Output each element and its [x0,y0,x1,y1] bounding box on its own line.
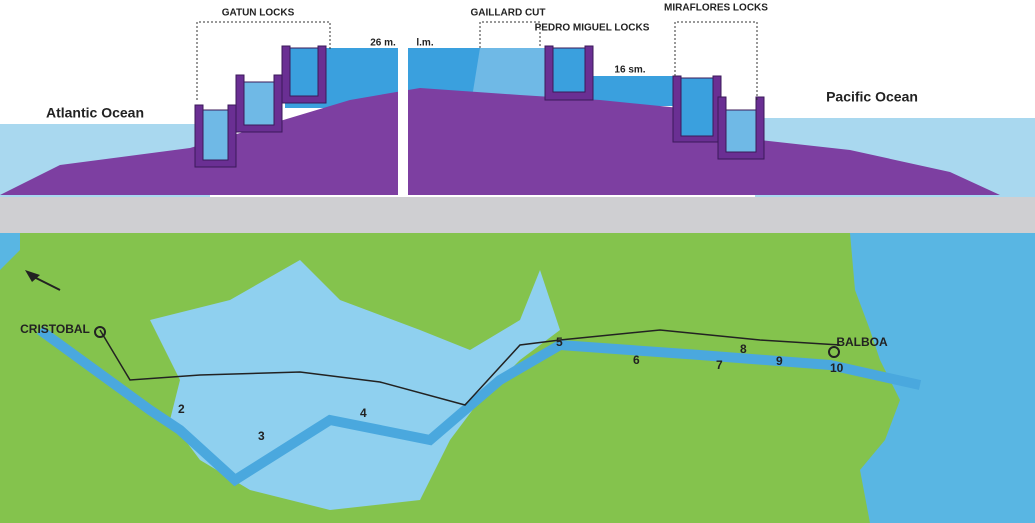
lock-brackets [196,21,758,100]
lock-label: MIRAFLORES LOCKS [664,3,768,14]
north-arrow-head [25,270,40,282]
point-label: 7 [716,358,723,372]
railway [99,329,841,406]
point-label: 4 [360,406,367,420]
canal-route [37,325,922,487]
locks [194,45,765,168]
port-label: CRISTOBAL [20,322,90,336]
point-label: 3 [258,429,265,443]
point-label: 8 [740,342,747,356]
ocean-label: Atlantic Ocean [46,105,144,121]
port-label: BALBOA [836,335,888,349]
point-label: 6 [633,353,640,367]
port-marker [828,346,840,358]
point-label: 9 [776,354,783,368]
gatun-lake-map [150,260,560,510]
point-label: 5 [556,335,563,349]
level-label: l.m. [416,38,433,49]
level-label: 26 m. [370,38,396,49]
point-label: 2 [178,402,185,416]
point-label: 10 [830,361,844,375]
lock-label: GATUN LOCKS [222,8,295,19]
scale-break [398,15,408,197]
lock-label: PEDRO MIGUEL LOCKS [535,23,650,34]
separator [0,197,1035,233]
lock-label: GAILLARD CUT [471,8,546,19]
land-profile [0,88,1000,195]
ocean-label: Pacific Ocean [826,89,918,105]
port-marker [94,326,106,338]
level-label: 16 sm. [614,65,645,76]
